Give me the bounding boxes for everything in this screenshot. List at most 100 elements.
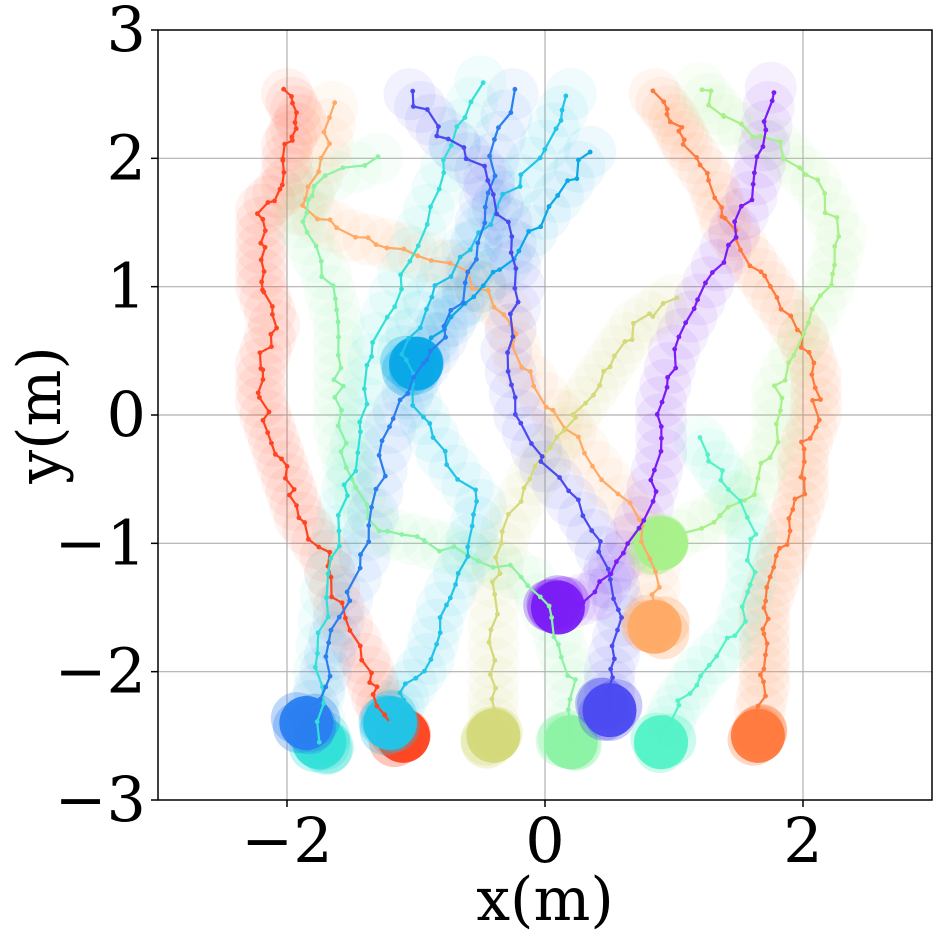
- trajectory-point: [680, 142, 686, 147]
- y-axis-label: y(m): [5, 346, 75, 485]
- trajectory-point: [674, 295, 680, 301]
- trajectory-point: [658, 739, 664, 745]
- trajectory-point: [531, 383, 537, 389]
- trajectory-point: [445, 136, 451, 142]
- trajectory-point: [281, 86, 287, 92]
- trajectory-point: [336, 543, 342, 549]
- trajectory-point: [343, 440, 349, 446]
- trajectory-point: [444, 462, 450, 468]
- trajectory-point: [521, 485, 527, 491]
- trail-bubble: [635, 393, 688, 446]
- trail-bubble: [540, 641, 593, 694]
- trajectory-point: [373, 242, 379, 248]
- trajectory-point: [338, 449, 344, 455]
- trail-bubble: [355, 444, 408, 497]
- trail-bubble: [807, 192, 860, 245]
- trajectory-point: [325, 614, 331, 620]
- trajectory-point: [317, 696, 323, 702]
- trajectory-point: [755, 703, 761, 709]
- trajectory-point: [813, 424, 819, 430]
- trail-bubble: [415, 427, 468, 480]
- trajectory-point: [486, 639, 492, 645]
- trajectory-point: [497, 571, 503, 576]
- trajectory-point: [738, 247, 743, 253]
- trajectory-point: [410, 104, 416, 109]
- trajectory-point: [291, 487, 297, 492]
- trajectory-point: [764, 641, 770, 646]
- trajectory-point: [761, 631, 767, 637]
- trajectory-point: [403, 357, 409, 363]
- trajectory-point: [787, 528, 793, 534]
- trajectory-point: [437, 630, 443, 636]
- trajectory-point: [653, 607, 659, 613]
- trajectory-point: [607, 577, 613, 582]
- trail-bubble: [480, 504, 533, 557]
- trajectory-point: [300, 219, 306, 225]
- trail-bubble: [248, 414, 301, 467]
- trajectory-point: [822, 210, 828, 216]
- goal-agent-12: [575, 677, 643, 741]
- trail-bubble: [304, 98, 356, 151]
- trail-bubble: [716, 222, 769, 275]
- trajectory-point: [286, 492, 292, 498]
- trail-bubble: [480, 286, 533, 339]
- trajectory-point: [497, 267, 503, 273]
- trajectory-point: [738, 121, 744, 127]
- trajectory-point: [549, 615, 555, 620]
- trajectory-point: [461, 145, 467, 150]
- trajectory-point: [441, 170, 447, 176]
- trajectory-point: [411, 374, 416, 380]
- trajectory-point: [305, 184, 311, 190]
- trajectory-point: [703, 280, 708, 286]
- trajectory-point: [357, 643, 363, 649]
- trajectory-point: [555, 605, 561, 610]
- trail-bubble: [488, 487, 541, 540]
- trajectory-point: [711, 519, 717, 525]
- trail-bubble: [338, 632, 391, 685]
- trajectory-point: [539, 454, 545, 459]
- trajectory-point: [742, 497, 748, 503]
- trajectory-point: [413, 361, 419, 367]
- trajectory-point: [763, 598, 769, 604]
- trail-bubble: [420, 239, 473, 292]
- trajectory-point: [619, 615, 624, 620]
- trajectory-point: [410, 403, 416, 408]
- plot-area: [235, 55, 868, 775]
- trajectory-point: [801, 476, 807, 482]
- y-tick-label: −3: [55, 763, 146, 836]
- trajectory-point: [565, 707, 571, 713]
- trajectory-point: [747, 582, 753, 588]
- trail-bubble: [256, 440, 309, 493]
- trail-bubble: [716, 590, 769, 643]
- trajectory-point: [323, 654, 329, 660]
- trajectory-point: [272, 198, 277, 204]
- trajectory-point: [367, 680, 373, 685]
- trajectory-point: [576, 603, 582, 609]
- trajectory-point: [697, 435, 703, 440]
- trail-bubble: [359, 423, 412, 476]
- trajectory-point: [791, 352, 797, 358]
- trajectory-point: [340, 383, 346, 389]
- trajectory-point: [455, 570, 461, 576]
- trajectory-point: [767, 284, 773, 289]
- trajectory-point: [279, 182, 285, 188]
- trajectory-point: [256, 394, 262, 400]
- trajectory-point: [260, 377, 266, 383]
- trajectory-point: [300, 203, 305, 208]
- trajectory-point: [801, 459, 807, 465]
- trail-bubble: [342, 645, 395, 698]
- trajectory-point: [507, 311, 513, 317]
- trajectory-point: [376, 452, 382, 458]
- trajectory-point: [255, 390, 261, 396]
- trajectory-point: [708, 88, 714, 94]
- y-tick-label: 2: [107, 121, 146, 194]
- goal-agent-9: [358, 690, 420, 756]
- trajectory-point: [812, 385, 818, 391]
- trajectory-point: [473, 487, 478, 493]
- trajectory-point: [443, 334, 448, 340]
- trajectory-point: [329, 594, 335, 600]
- trajectory-point: [517, 184, 523, 189]
- trajectory-point: [336, 528, 342, 534]
- trail-bubble: [359, 217, 412, 270]
- trajectory-point: [537, 594, 543, 600]
